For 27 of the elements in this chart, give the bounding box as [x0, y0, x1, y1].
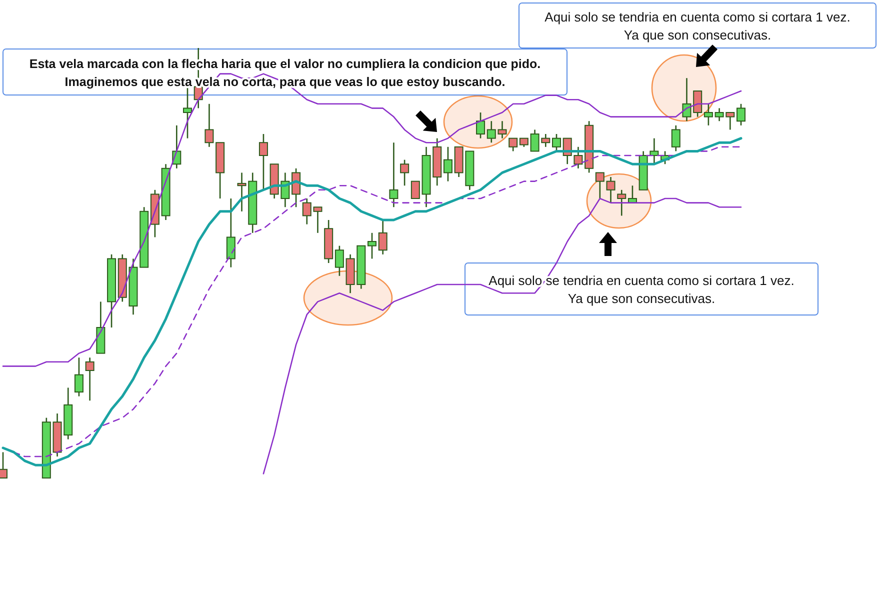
candlestick [183, 86, 192, 139]
candlestick [476, 112, 486, 139]
annotation: Aqui solo se tendria en cuenta como si cortara 1 vez. Ya que son consecutivas. [488, 273, 794, 306]
candlestick [85, 356, 94, 402]
candlestick [226, 198, 236, 268]
candlestick [606, 176, 616, 204]
candlestick [682, 77, 692, 122]
candlestick [400, 159, 410, 186]
candlestick [736, 103, 746, 126]
candlestick [389, 142, 398, 208]
candlestick [693, 90, 702, 118]
text: Aqui solo se tendria en cuenta como si cortara 1 vez. Ya que son consecutivas. [544, 10, 850, 42]
candlestick [552, 133, 561, 152]
candlestick [595, 172, 604, 200]
candlestick [410, 180, 420, 199]
candlestick [704, 103, 713, 126]
candlestick [368, 232, 376, 260]
candlestick [443, 146, 452, 182]
candlestick [617, 189, 626, 216]
candlestick [258, 133, 268, 191]
candlestick [508, 138, 518, 152]
candlestick [74, 356, 84, 397]
candlestick [334, 245, 344, 277]
candlestick [378, 219, 388, 256]
candlestick [650, 138, 659, 165]
candlestick [204, 103, 214, 148]
candlestick [671, 124, 680, 152]
